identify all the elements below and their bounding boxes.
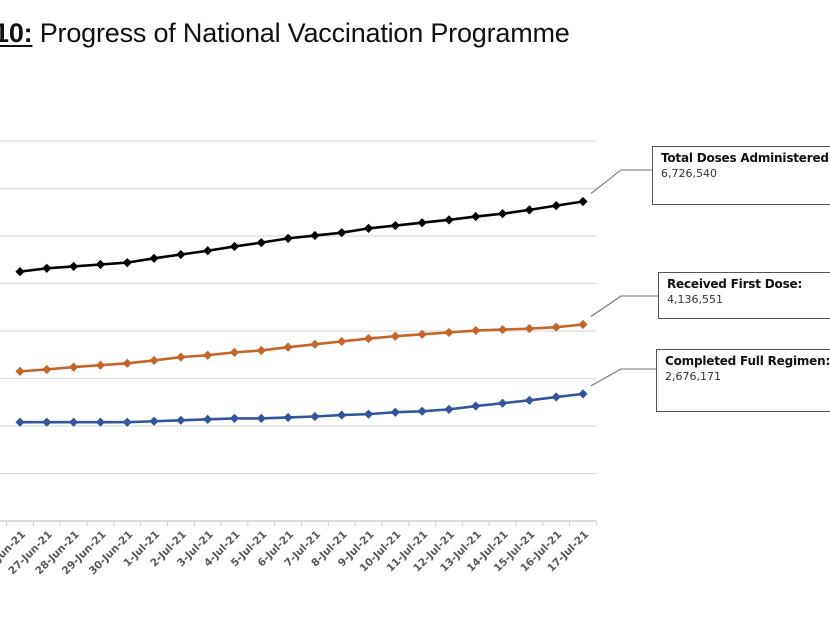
- data-point-marker: [337, 410, 347, 420]
- data-point-marker: [524, 205, 534, 215]
- data-point-marker: [229, 241, 240, 252]
- callout-label: Received First Dose:: [667, 277, 803, 291]
- data-point-marker: [15, 267, 25, 277]
- data-point-marker: [444, 215, 454, 225]
- data-point-marker: [69, 417, 79, 427]
- data-point-marker: [390, 407, 400, 417]
- data-point-marker: [149, 355, 159, 366]
- figure-title-text: Progress of National Vaccination Program…: [39, 18, 570, 48]
- data-point-marker: [176, 352, 186, 362]
- callout-first-dose: Received First Dose: 4,136,551: [658, 272, 830, 319]
- data-point-marker: [578, 319, 588, 330]
- data-point-marker: [363, 223, 374, 233]
- callout-value: 2,676,171: [665, 370, 721, 383]
- data-point-marker: [42, 417, 52, 427]
- data-point-marker: [497, 324, 508, 335]
- data-point-marker: [95, 417, 106, 427]
- data-point-marker: [176, 249, 186, 260]
- data-point-marker: [42, 364, 52, 375]
- data-point-marker: [15, 366, 25, 376]
- data-point-marker: [390, 220, 400, 231]
- data-point-marker: [337, 228, 347, 238]
- data-point-marker: [363, 334, 374, 344]
- data-point-marker: [256, 413, 266, 423]
- data-point-marker: [471, 401, 481, 411]
- callout-total-doses: Total Doses Administered: 6,726,540: [652, 146, 830, 205]
- callout-value: 6,726,540: [661, 167, 717, 180]
- x-axis: [0, 520, 597, 526]
- data-point-marker: [229, 413, 240, 423]
- data-point-marker: [524, 395, 534, 405]
- data-point-marker: [15, 417, 25, 427]
- chart-title: 10: Progress of National Vaccination Pro…: [0, 18, 570, 49]
- data-point-marker: [497, 209, 508, 219]
- data-point-marker: [444, 327, 454, 338]
- data-point-marker: [310, 230, 320, 241]
- series-markers: [15, 196, 588, 427]
- data-point-marker: [471, 211, 481, 222]
- data-point-marker: [417, 406, 427, 416]
- data-point-marker: [497, 398, 508, 408]
- series-line-2: [20, 392, 584, 424]
- data-point-marker: [256, 238, 266, 248]
- data-point-marker: [203, 350, 213, 360]
- figure-number: 10:: [0, 18, 33, 48]
- data-point-marker: [176, 415, 186, 425]
- data-point-marker: [551, 392, 561, 402]
- callout-leader-line: [590, 295, 658, 317]
- data-point-marker: [69, 362, 79, 372]
- data-point-marker: [444, 404, 454, 414]
- data-point-marker: [578, 196, 588, 207]
- data-point-marker: [363, 409, 374, 419]
- callout-label: Completed Full Regimen:: [665, 354, 830, 368]
- data-point-marker: [203, 246, 213, 256]
- callout-leader-line: [590, 368, 656, 387]
- callout-leader-lines: [590, 169, 658, 387]
- data-point-marker: [310, 339, 320, 349]
- data-point-marker: [95, 360, 106, 370]
- data-point-marker: [122, 417, 132, 427]
- gridlines: [0, 140, 597, 475]
- data-point-marker: [578, 389, 588, 399]
- callout-leader-line: [590, 169, 652, 194]
- data-point-marker: [122, 258, 132, 268]
- data-point-marker: [337, 336, 347, 347]
- series-line-1: [19, 323, 584, 373]
- series-lines: [19, 200, 584, 424]
- data-point-marker: [256, 345, 266, 356]
- data-point-marker: [95, 259, 106, 270]
- x-tick-labels: 26-Jun-2127-Jun-2128-Jun-2129-Jun-2130-J…: [0, 529, 591, 578]
- data-point-marker: [283, 342, 293, 352]
- data-point-marker: [149, 253, 159, 263]
- data-point-marker: [551, 201, 561, 211]
- data-point-marker: [417, 329, 427, 339]
- data-point-marker: [471, 325, 481, 336]
- series-line-0: [19, 200, 584, 273]
- data-point-marker: [417, 218, 427, 228]
- data-point-marker: [122, 358, 132, 368]
- data-point-marker: [283, 412, 293, 423]
- data-point-marker: [283, 233, 293, 243]
- callout-label: Total Doses Administered:: [661, 151, 830, 165]
- data-point-marker: [310, 411, 320, 422]
- callout-value: 4,136,551: [667, 293, 723, 306]
- data-point-marker: [69, 261, 79, 271]
- data-point-marker: [551, 322, 561, 332]
- data-point-marker: [390, 331, 400, 341]
- data-point-marker: [149, 416, 159, 426]
- data-point-marker: [524, 324, 534, 334]
- data-point-marker: [42, 263, 52, 273]
- data-point-marker: [203, 414, 213, 424]
- data-point-marker: [229, 347, 240, 357]
- callout-full-regimen: Completed Full Regimen: 2,676,171: [656, 349, 830, 412]
